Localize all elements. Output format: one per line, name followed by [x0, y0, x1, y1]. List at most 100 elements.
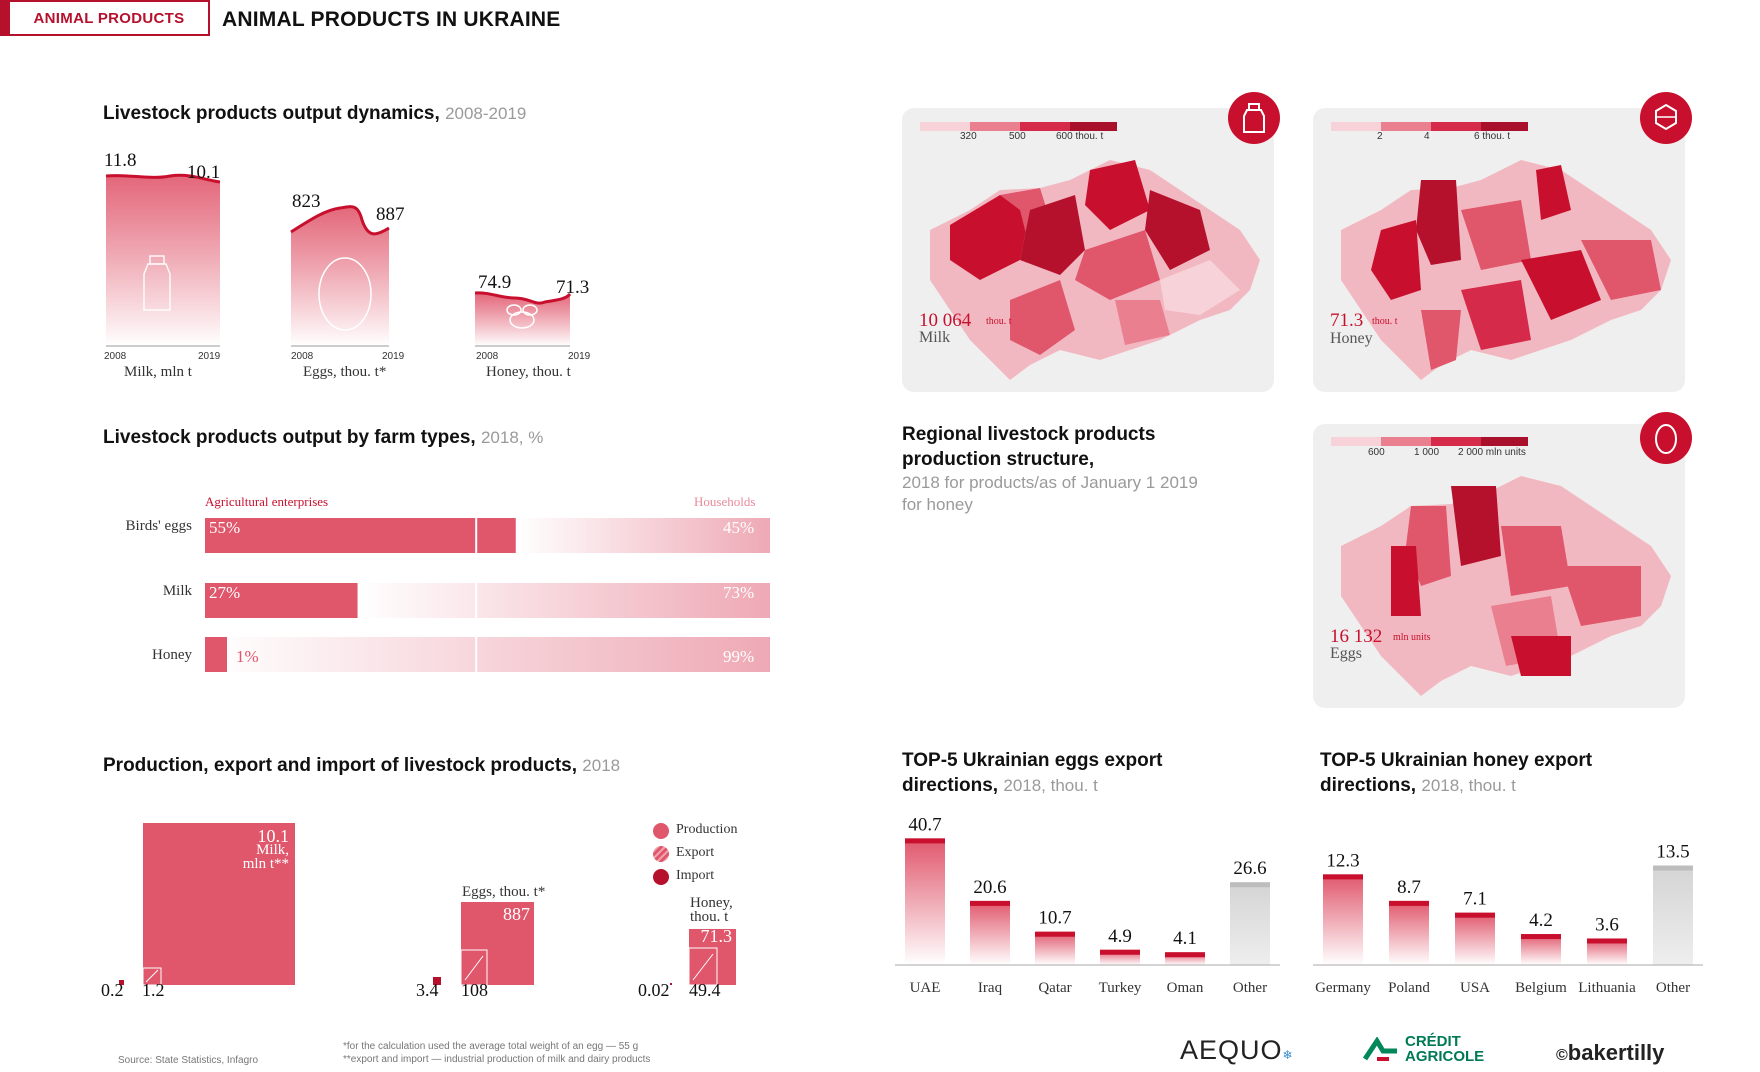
export-bar-cap [1100, 949, 1140, 955]
farm-bar-households [210, 637, 770, 672]
export-bar [1653, 865, 1693, 965]
eggs-production-value: 887 [503, 904, 530, 924]
eggs-export-title-1: TOP-5 Ukrainian eggs export [902, 750, 1163, 771]
milk-map-legend [920, 122, 1117, 131]
eggs-export-chart: 40.7 UAE 20.6 Iraq 10.7 Qatar 4.9 Turkey 4.1 Oman… [895, 814, 1280, 996]
eggs-end-value: 887 [376, 204, 405, 225]
milk-ukraine-map [930, 160, 1260, 380]
export-category-label: Germany [1315, 980, 1371, 996]
bakertilly-mark-icon: © [1556, 1047, 1568, 1064]
honey-export-period: 2018, thou. t [1421, 776, 1516, 795]
aequo-logo: AEQUO❄ [1180, 1035, 1294, 1066]
section-tag: ANIMAL PRODUCTS [0, 0, 210, 36]
eggs-legend-1: 600 [1368, 447, 1385, 458]
pei-chart [119, 823, 736, 986]
dynamics-period: 2008-2019 [445, 104, 527, 123]
milk-chart-label: Milk, mln t [124, 364, 192, 380]
pei-title: Production, export and import of livesto… [103, 755, 620, 777]
export-bar-cap [1455, 912, 1495, 918]
milk-area [106, 175, 220, 346]
regional-title-2: production structure, [902, 449, 1095, 470]
export-value-label: 13.5 [1656, 842, 1689, 863]
eggs-production-label: Eggs, thou. t* [462, 884, 546, 900]
milk-import-square [119, 980, 124, 985]
bakertilly-logo-text: bakertilly [1567, 1040, 1665, 1065]
farm-milk-right: 73% [723, 583, 755, 602]
export-value-label: 3.6 [1595, 914, 1619, 935]
export-bar [1323, 874, 1363, 965]
export-value-label: 4.1 [1173, 928, 1197, 949]
farm-right-header: Households [694, 494, 756, 509]
export-bar [1455, 912, 1495, 965]
egg-icon [318, 257, 372, 331]
honey-map-legend [1331, 122, 1528, 131]
export-bar [905, 838, 945, 965]
export-bar [1389, 900, 1429, 965]
milk-export-value: 1.2 [142, 980, 165, 1000]
eggs-import-value: 3.4 [416, 980, 439, 1000]
credit-agricole-line-2: AGRICOLE [1405, 1048, 1485, 1065]
honey-map-unit: thou. t [1372, 316, 1398, 327]
eggs-area [291, 206, 389, 346]
export-value-label: 40.7 [908, 814, 941, 835]
export-bar-cap [905, 838, 945, 844]
legend-import-dot [653, 869, 669, 885]
eggs-end-year: 2019 [382, 351, 405, 362]
eggs-chart-label: Eggs, thou. t* [303, 364, 387, 380]
egg-icon [1655, 424, 1677, 454]
dynamics-title-text: Livestock products output dynamics, [103, 103, 440, 124]
eggs-ukraine-map [1341, 476, 1671, 696]
farm-honey-right: 99% [723, 647, 755, 666]
milk-start-year: 2008 [104, 351, 127, 362]
honey-map-total: 71.3 [1330, 310, 1364, 331]
regional-sub-1: 2018 for products/as of January 1 2019 [902, 473, 1198, 492]
legend-production-label: Production [676, 822, 738, 837]
farm-types-chart [205, 518, 770, 672]
honey-area [475, 292, 570, 346]
snowflake-icon: ❄ [1282, 1048, 1294, 1062]
honey-export-chart: 12.3 Germany 8.7 Poland 7.1 USA 4.2 Belgium 3.6 L… [1313, 842, 1703, 996]
farm-bar-enterprises [205, 637, 227, 672]
honey-legend-2: 4 [1424, 131, 1430, 142]
milk-map-name: Milk [919, 329, 951, 346]
regional-sub-2: for honey [902, 495, 973, 514]
honey-chart-label: Honey, thou. t [486, 364, 571, 380]
export-bar-cap [1230, 882, 1270, 888]
export-value-label: 7.1 [1463, 889, 1487, 910]
eggs-map-total: 16 132 [1330, 626, 1383, 647]
milk-map-badge [1228, 92, 1280, 144]
milk-start-value: 11.8 [104, 150, 137, 171]
footer-source: Source: State Statistics, Infagro [118, 1055, 259, 1066]
eggs-export-period: 2018, thou. t [1003, 776, 1098, 795]
farm-honey-left: 1% [236, 647, 259, 666]
credit-agricole-logo: CRÉDIT AGRICOLE [1405, 1034, 1484, 1064]
farm-row-label-honey: Honey [152, 647, 192, 663]
eggs-map-legend [1331, 437, 1528, 446]
farm-milk-left: 27% [209, 583, 241, 602]
milk-map-total: 10 064 [919, 310, 972, 331]
export-bar-cap [1165, 952, 1205, 958]
footer-note-1: *for the calculation used the average to… [343, 1041, 639, 1052]
farm-types-title: Livestock products output by farm types,… [103, 427, 543, 449]
export-value-label: 4.9 [1108, 926, 1132, 947]
honey-production-value: 71.3 [700, 926, 733, 946]
credit-agricole-logo-mark [1362, 1036, 1399, 1063]
eggs-export-mark [464, 955, 484, 981]
milk-export-mark [145, 969, 159, 983]
honey-map-name: Honey [1330, 330, 1373, 347]
export-bar [1035, 931, 1075, 965]
milk-production-value: 10.1 [257, 826, 290, 846]
export-value-label: 20.6 [973, 877, 1006, 898]
honey-end-value: 71.3 [556, 277, 590, 298]
milk-bottle-icon [1243, 103, 1265, 133]
export-value-label: 26.6 [1233, 858, 1266, 879]
honey-legend-1: 2 [1377, 131, 1383, 142]
legend-production-dot [653, 823, 669, 839]
farm-row-label-milk: Milk [162, 583, 192, 599]
export-bar-cap [1323, 874, 1363, 880]
honey-end-year: 2019 [568, 351, 591, 362]
milk-end-value: 10.1 [187, 162, 221, 183]
milk-legend-1: 320 [960, 131, 977, 142]
export-category-label: USA [1460, 980, 1490, 996]
export-bar-cap [1587, 938, 1627, 944]
